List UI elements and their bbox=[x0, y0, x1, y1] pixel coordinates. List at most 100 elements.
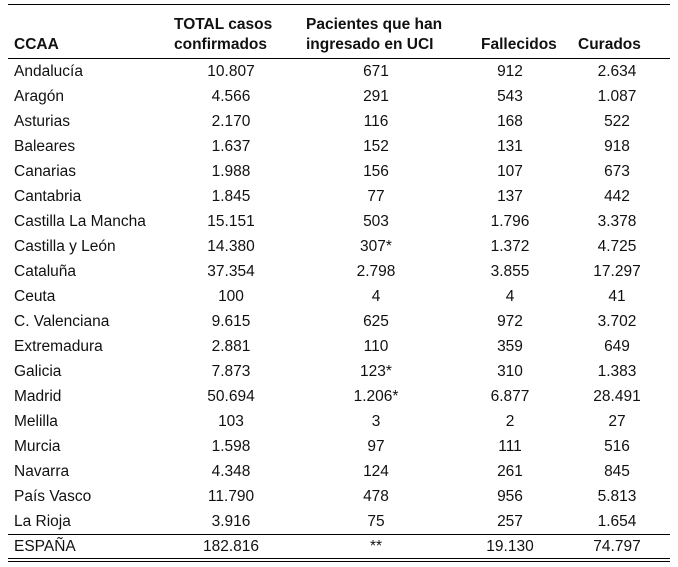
table-row: Cantabria 1.845 77 137 442 bbox=[8, 184, 670, 209]
cell-value: 14.380 bbox=[207, 237, 255, 255]
region-name: Navarra bbox=[14, 462, 70, 480]
cell-value: 111 bbox=[498, 437, 522, 455]
cell-value: 4 bbox=[505, 287, 515, 305]
cell-value: 442 bbox=[604, 187, 630, 205]
total-value: ** bbox=[296, 534, 456, 562]
region-name: Andalucía bbox=[14, 62, 83, 80]
table-row: Andalucía 10.807 671 912 2.634 bbox=[8, 59, 670, 85]
region-name: Galicia bbox=[14, 362, 62, 380]
cell-value: 15.151 bbox=[207, 212, 255, 230]
region-name: Extremadura bbox=[14, 337, 103, 355]
cell-value: 28.491 bbox=[593, 387, 641, 405]
total-value: 19.130 bbox=[456, 534, 564, 562]
table-row: Madrid 50.694 1.206* 6.877 28.491 bbox=[8, 384, 670, 409]
table-row: Castilla y León 14.380 307* 1.372 4.725 bbox=[8, 234, 670, 259]
cell-value: 77 bbox=[367, 187, 385, 205]
table-row: C. Valenciana 9.615 625 972 3.702 bbox=[8, 309, 670, 334]
cell-value: 261 bbox=[497, 462, 523, 480]
cell-value: 1.845 bbox=[211, 187, 251, 205]
cell-value: 649 bbox=[604, 337, 630, 355]
cell-value: 11.790 bbox=[207, 487, 255, 505]
cell-value: 27 bbox=[608, 412, 626, 430]
cell-value: 845 bbox=[604, 462, 630, 480]
table-row: Galicia 7.873 123* 310 1.383 bbox=[8, 359, 670, 384]
cell-value: 956 bbox=[497, 487, 523, 505]
cell-value: 972 bbox=[497, 312, 523, 330]
cell-value: 137 bbox=[497, 187, 523, 205]
cell-value: 4.566 bbox=[211, 87, 251, 105]
column-header: Pacientes que han ingresado en UCI bbox=[296, 4, 456, 59]
cell-value: 671 bbox=[363, 62, 389, 80]
table-row: Castilla La Mancha 15.151 503 1.796 3.378 bbox=[8, 209, 670, 234]
cell-value: 17.297 bbox=[593, 262, 641, 280]
total-row: ESPAÑA 182.816 ** 19.130 74.797 bbox=[8, 534, 670, 562]
region-name: Aragón bbox=[14, 87, 64, 105]
cell-value: 2.170 bbox=[211, 112, 251, 130]
cell-value: 1.637 bbox=[211, 137, 251, 155]
cell-value: 625 bbox=[363, 312, 389, 330]
region-name: Cantabria bbox=[14, 187, 82, 205]
table-row: Baleares 1.637 152 131 918 bbox=[8, 134, 670, 159]
cell-value: 100 bbox=[218, 287, 244, 305]
cell-value: 103 bbox=[218, 412, 244, 430]
cell-value: 543 bbox=[497, 87, 523, 105]
cell-value: 10.807 bbox=[207, 62, 255, 80]
cell-value: 1.383 bbox=[597, 362, 637, 380]
cell-value: 522 bbox=[604, 112, 630, 130]
column-header: TOTAL casos confirmados bbox=[166, 4, 296, 59]
header-row: CCAA TOTAL casos confirmados Pacientes que… bbox=[8, 4, 670, 59]
cell-value: 918 bbox=[604, 137, 630, 155]
region-name: País Vasco bbox=[14, 487, 92, 505]
cell-value: 2.798 bbox=[356, 262, 396, 280]
cell-value: 110 bbox=[363, 337, 389, 355]
cell-value: 131 bbox=[497, 137, 523, 155]
total-value: 182.816 bbox=[166, 534, 296, 562]
cell-value: 2.881 bbox=[211, 337, 251, 355]
cell-value: 97 bbox=[367, 437, 385, 455]
cell-value: 124 bbox=[363, 462, 389, 480]
cell-value: 75 bbox=[367, 512, 385, 530]
region-name: Melilla bbox=[14, 412, 58, 430]
cell-value: 3.702 bbox=[597, 312, 637, 330]
cell-value: 37.354 bbox=[207, 262, 255, 280]
table-row: La Rioja 3.916 75 257 1.654 bbox=[8, 509, 670, 535]
cell-value: 6.877 bbox=[490, 387, 530, 405]
cell-value: 1.598 bbox=[211, 437, 251, 455]
total-value: 74.797 bbox=[564, 534, 670, 562]
cell-value: 291 bbox=[363, 87, 389, 105]
region-name: Madrid bbox=[14, 387, 62, 405]
cell-value: 2 bbox=[505, 412, 515, 430]
region-name: Asturias bbox=[14, 112, 70, 130]
cell-value: 503 bbox=[363, 212, 389, 230]
region-name: Murcia bbox=[14, 437, 61, 455]
table-row: Melilla 103 3 2 27 bbox=[8, 409, 670, 434]
cell-value: 307* bbox=[360, 237, 392, 255]
table-row: País Vasco 11.790 478 956 5.813 bbox=[8, 484, 670, 509]
table-row: Canarias 1.988 156 107 673 bbox=[8, 159, 670, 184]
region-name: Canarias bbox=[14, 162, 77, 180]
cell-value: 3.855 bbox=[490, 262, 530, 280]
cell-value: 3 bbox=[371, 412, 381, 430]
cell-value: 152 bbox=[363, 137, 389, 155]
table-row: Extremadura 2.881 110 359 649 bbox=[8, 334, 670, 359]
cell-value: 359 bbox=[497, 337, 523, 355]
cell-value: 1.988 bbox=[211, 162, 251, 180]
cell-value: 50.694 bbox=[207, 387, 255, 405]
cell-value: 156 bbox=[363, 162, 389, 180]
cell-value: 478 bbox=[363, 487, 389, 505]
cell-value: 1.087 bbox=[597, 87, 637, 105]
cell-value: 9.615 bbox=[211, 312, 251, 330]
region-name: Baleares bbox=[14, 137, 76, 155]
region-name: C. Valenciana bbox=[14, 312, 110, 330]
table-row: Cataluña 37.354 2.798 3.855 17.297 bbox=[8, 259, 670, 284]
column-header: Fallecidos bbox=[456, 4, 564, 59]
cell-value: 516 bbox=[604, 437, 630, 455]
cell-value: 4.725 bbox=[597, 237, 637, 255]
region-name: Castilla y León bbox=[14, 237, 116, 255]
table-row: Navarra 4.348 124 261 845 bbox=[8, 459, 670, 484]
cell-value: 1.796 bbox=[490, 212, 530, 230]
cell-value: 2.634 bbox=[597, 62, 637, 80]
total-label: ESPAÑA bbox=[8, 534, 166, 562]
cell-value: 41 bbox=[608, 287, 626, 305]
cell-value: 3.916 bbox=[211, 512, 251, 530]
